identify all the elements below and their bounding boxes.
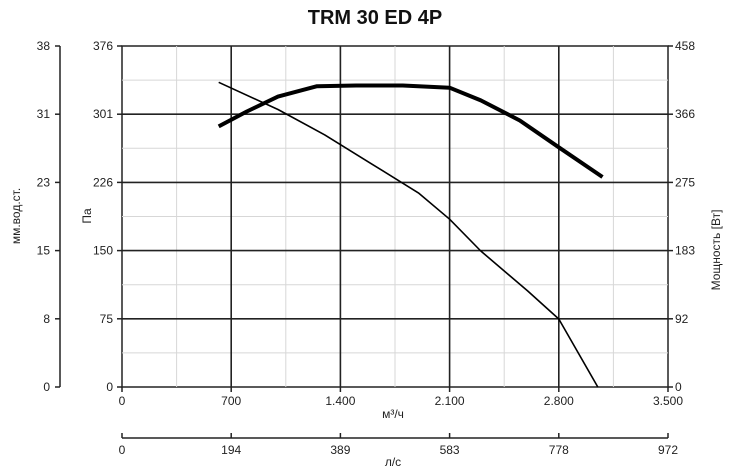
y-left-inner-tick-label: 226 [93,175,113,189]
y-left-inner-tick-label: 376 [93,39,113,53]
y-right-tick-label: 0 [675,380,682,394]
x2-axis-tick-label: 0 [119,443,126,457]
power-curve-line [217,83,604,179]
y-left-inner-tick-label: 150 [93,244,113,258]
y-left-outer-tick-label: 8 [43,312,50,326]
y-right-tick-label: 183 [675,244,695,258]
x2-axis-tick-label: 194 [221,443,241,457]
y-right-tick-label: 366 [675,107,695,121]
chart-title: TRM 30 ED 4P [308,7,442,29]
y-left-outer-title: мм.вод.ст. [9,188,23,244]
x-axis-tick-label: 1.400 [325,394,355,408]
y-left-outer-tick-label: 23 [37,175,51,189]
y-left-outer-tick-label: 0 [43,380,50,394]
x-axis-tick-label: 3.500 [653,394,683,408]
x-axis-tick-label: 2.800 [544,394,574,408]
y-left-outer-tick-label: 38 [37,39,51,53]
y-left-inner-tick-label: 0 [106,380,113,394]
y-right-tick-label: 458 [675,39,695,53]
x-axis-tick-label: 700 [221,394,241,408]
y-left-outer-tick-label: 31 [37,107,51,121]
y-left-inner-tick-label: 75 [100,312,114,326]
series-group [217,81,604,388]
y-left-inner-tick-label: 301 [93,107,113,121]
x2-axis-tick-label: 972 [658,443,678,457]
y-right-title: Мощность [Вт] [709,210,723,291]
x2-axis-tick-label: 583 [440,443,460,457]
x-axis-title: м³/ч [382,407,404,421]
y-right-tick-label: 275 [675,175,695,189]
y-left-inner-title: Па [80,208,94,224]
y-left-outer-tick-label: 15 [37,244,51,258]
tick-labels: 0 8 15 23 31 38 0 75 150 226 301 376 0 92 183 275 366 458… [37,39,696,457]
y-right-tick-label: 92 [675,312,689,326]
x2-axis-title: л/с [385,455,401,469]
pressure-curve-line [218,81,599,388]
x-axis-tick-label: 2.100 [435,394,465,408]
grid [122,46,668,387]
axes [55,45,673,439]
x2-axis-tick-label: 389 [330,443,350,457]
x-axis-tick-label: 0 [119,394,126,408]
x2-axis-tick-label: 778 [549,443,569,457]
